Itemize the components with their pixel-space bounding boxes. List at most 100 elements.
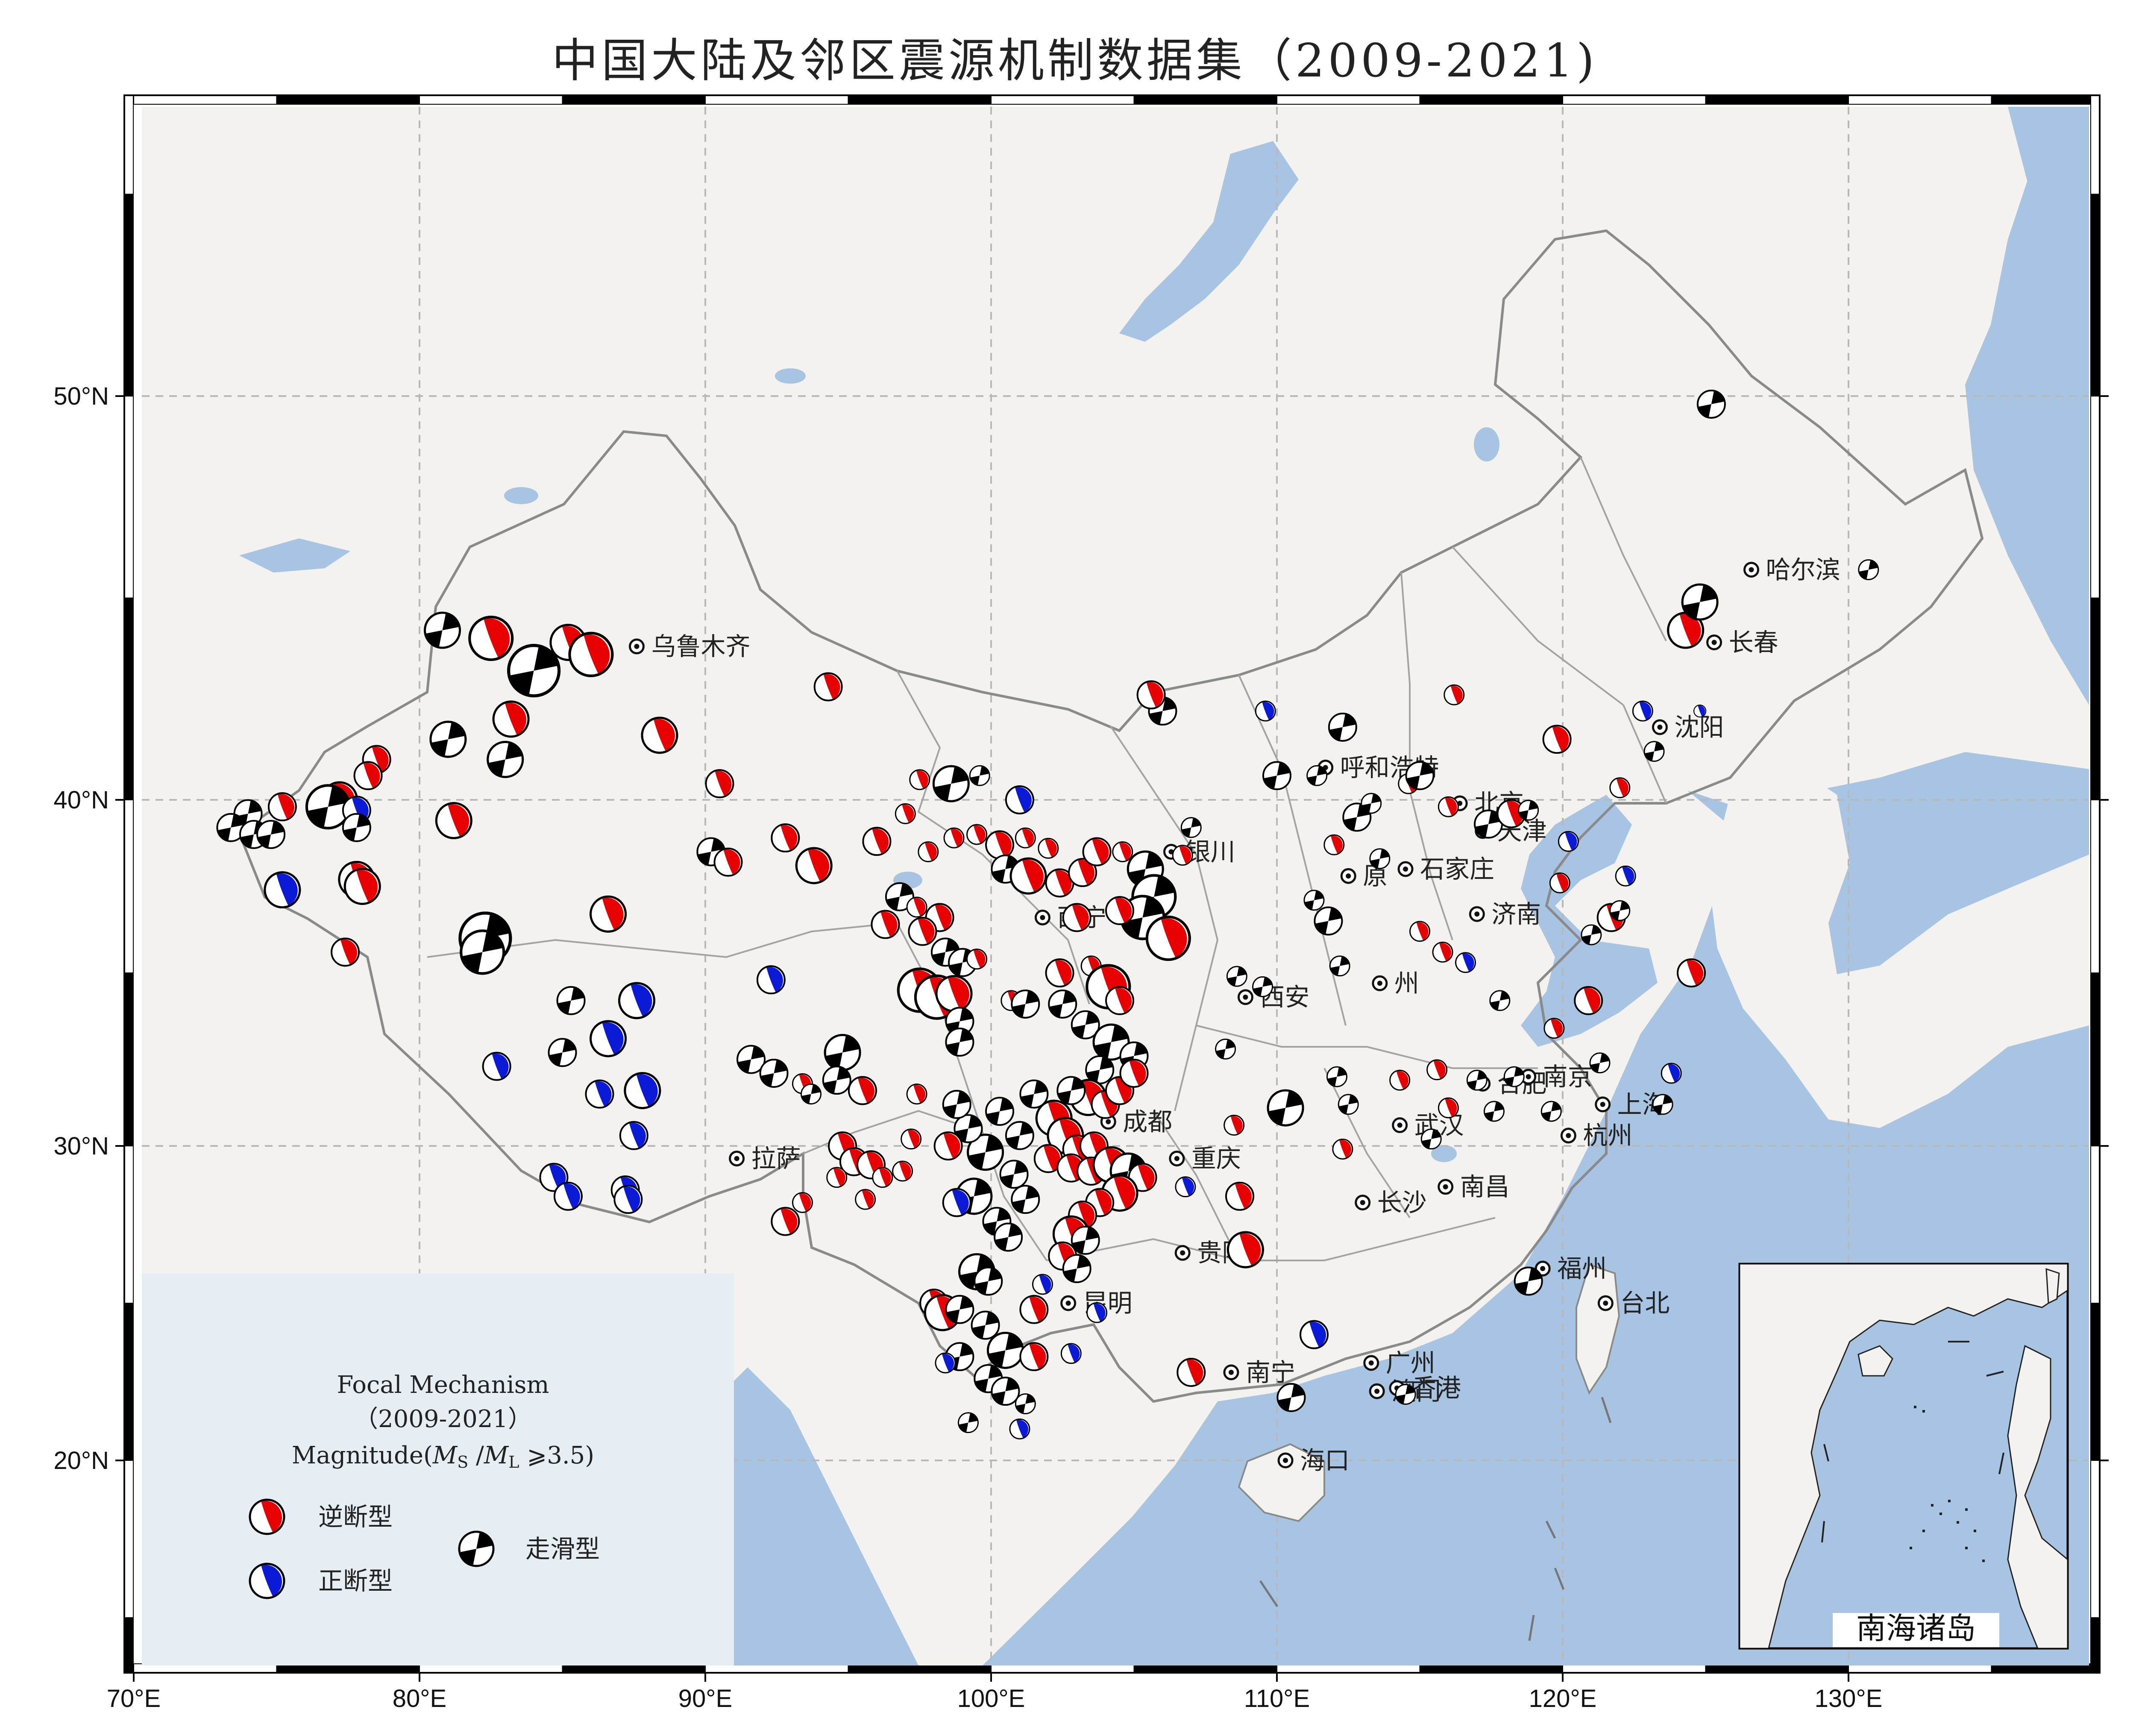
focal-mechanism-strike-slip xyxy=(256,820,286,849)
legend-title: Focal Mechanism xyxy=(337,1371,549,1399)
focal-mechanism-thrust xyxy=(909,769,930,790)
lon-tick-label: 90°E xyxy=(678,1685,732,1713)
focal-mechanism-thrust xyxy=(892,1160,913,1182)
lon-tick-label: 80°E xyxy=(393,1685,446,1713)
city-label: 乌鲁木齐 xyxy=(651,632,750,661)
focal-mechanism-thrust xyxy=(641,717,678,754)
focal-mechanism-thrust xyxy=(1224,1115,1245,1136)
focal-mechanism-normal xyxy=(1661,1063,1682,1084)
city-label: 南昌 xyxy=(1460,1172,1510,1201)
focal-mechanism-normal xyxy=(1005,785,1034,814)
focal-mechanism-strike-slip xyxy=(1514,1266,1543,1296)
city-marker: 杭州 xyxy=(1560,1121,1632,1150)
map-title: 中国大陆及邻区震源机制数据集（2009-2021) xyxy=(552,34,1598,88)
focal-mechanism-thrust xyxy=(943,827,965,849)
frame-bar-top xyxy=(133,95,277,105)
legend-panel xyxy=(142,1273,734,1666)
lake-zaysan xyxy=(504,487,538,504)
city-label: 台北 xyxy=(1620,1289,1669,1318)
focal-mechanism-thrust xyxy=(1105,986,1134,1015)
focal-mechanism-normal xyxy=(613,1185,643,1214)
frame-bar-right xyxy=(2090,1303,2100,1461)
focal-mechanism-thrust xyxy=(705,769,734,799)
frame-bar-left xyxy=(124,1617,134,1673)
focal-mechanism-normal xyxy=(1558,831,1579,852)
frame-bar-right xyxy=(2090,95,2100,195)
focal-mechanism-thrust xyxy=(331,937,360,967)
focal-mechanism-thrust xyxy=(871,910,900,939)
focal-mechanism-strike-slip xyxy=(759,1058,789,1088)
frame-bar-right xyxy=(2090,1146,2100,1304)
legend-normal-icon xyxy=(249,1563,285,1599)
legend: Focal Mechanism （2009-2021） Magnitude(MS… xyxy=(142,1273,734,1666)
focal-mechanism-thrust xyxy=(568,632,614,677)
frame-bar-top xyxy=(848,95,992,105)
focal-mechanism-normal xyxy=(618,982,655,1019)
inset-islands xyxy=(1910,1406,1985,1562)
focal-mechanism-strike-slip xyxy=(1306,765,1328,786)
focal-mechanism-strike-slip xyxy=(1395,1384,1416,1405)
focal-mechanism-strike-slip xyxy=(460,929,505,975)
focal-mechanism-thrust xyxy=(795,847,833,884)
focal-mechanism-thrust xyxy=(1438,796,1459,817)
frame-bar-top xyxy=(562,95,706,105)
focal-mechanism-thrust xyxy=(1574,986,1603,1015)
focal-mechanism-strike-slip xyxy=(945,1028,974,1057)
focal-mechanism-thrust xyxy=(933,1131,963,1160)
focal-mechanism-thrust xyxy=(906,896,927,918)
focal-mechanism-strike-slip xyxy=(1005,1121,1034,1150)
focal-mechanism-normal xyxy=(1032,1274,1053,1295)
frame-bar-top xyxy=(1705,95,1849,105)
focal-mechanism-strike-slip xyxy=(954,1114,983,1143)
frame-bar-top xyxy=(1991,95,2100,105)
focal-mechanism-strike-slip xyxy=(999,1160,1029,1189)
focal-mechanism-thrust xyxy=(813,672,843,702)
focal-mechanism-strike-slip xyxy=(1048,989,1077,1019)
focal-mechanism-thrust xyxy=(1226,1231,1264,1269)
lat-tick-label: 30°N xyxy=(53,1132,109,1160)
focal-mechanism-thrust xyxy=(901,1128,922,1150)
focal-mechanism-strike-slip xyxy=(1303,890,1325,911)
frame-bar-top xyxy=(1562,95,1706,105)
city-label: 广州 xyxy=(1386,1348,1435,1378)
focal-mechanism-strike-slip xyxy=(1420,1128,1442,1150)
focal-mechanism-thrust xyxy=(1332,1138,1353,1160)
focal-mechanism-thrust xyxy=(1225,1181,1254,1211)
focal-mechanism-strike-slip xyxy=(885,882,914,911)
frame-bar-top xyxy=(705,95,849,105)
focal-mechanism-thrust xyxy=(1015,827,1036,849)
city-label: 石家庄 xyxy=(1420,855,1494,884)
focal-mechanism-normal xyxy=(619,1121,648,1150)
legend-strike-slip-icon xyxy=(458,1530,495,1567)
focal-mechanism-strike-slip xyxy=(1011,1185,1040,1214)
frame-bar-left xyxy=(124,194,134,397)
focal-mechanism-thrust xyxy=(872,1167,893,1188)
focal-mechanism-thrust xyxy=(1119,1058,1149,1088)
focal-mechanism-strike-slip xyxy=(548,1038,577,1067)
focal-mechanism-thrust xyxy=(1019,1342,1049,1372)
city-marker: 昆明 xyxy=(1060,1289,1133,1318)
city-label: 拉萨 xyxy=(751,1144,801,1173)
inset-philippines xyxy=(2007,1345,2068,1648)
focal-mechanism-strike-slip xyxy=(1489,990,1511,1011)
focal-mechanism-strike-slip xyxy=(986,1331,1024,1369)
focal-mechanism-thrust xyxy=(855,1189,876,1210)
focal-mechanism-thrust xyxy=(1068,858,1097,887)
frame-bar-left xyxy=(124,1460,134,1618)
focal-mechanism-thrust xyxy=(1389,1069,1411,1091)
focal-mechanism-strike-slip xyxy=(1056,1076,1086,1105)
hainan-island xyxy=(1238,1443,1325,1522)
focal-mechanism-strike-slip xyxy=(1361,793,1382,814)
focal-mechanism-strike-slip xyxy=(1540,1101,1562,1122)
focal-mechanism-strike-slip xyxy=(1474,809,1503,839)
focal-mechanism-thrust xyxy=(771,1207,800,1236)
focal-mechanism-thrust xyxy=(935,975,973,1013)
focal-mechanism-strike-slip xyxy=(958,1412,979,1433)
inset-label: 南海诸岛 xyxy=(1856,1611,1976,1646)
city-marker: 济南 xyxy=(1469,899,1541,928)
city-label: 成都 xyxy=(1123,1107,1172,1136)
city-label: 济南 xyxy=(1491,899,1541,928)
focal-mechanism-normal xyxy=(590,1020,627,1057)
focal-mechanism-thrust xyxy=(590,895,627,933)
city-marker: 台北 xyxy=(1597,1289,1669,1318)
